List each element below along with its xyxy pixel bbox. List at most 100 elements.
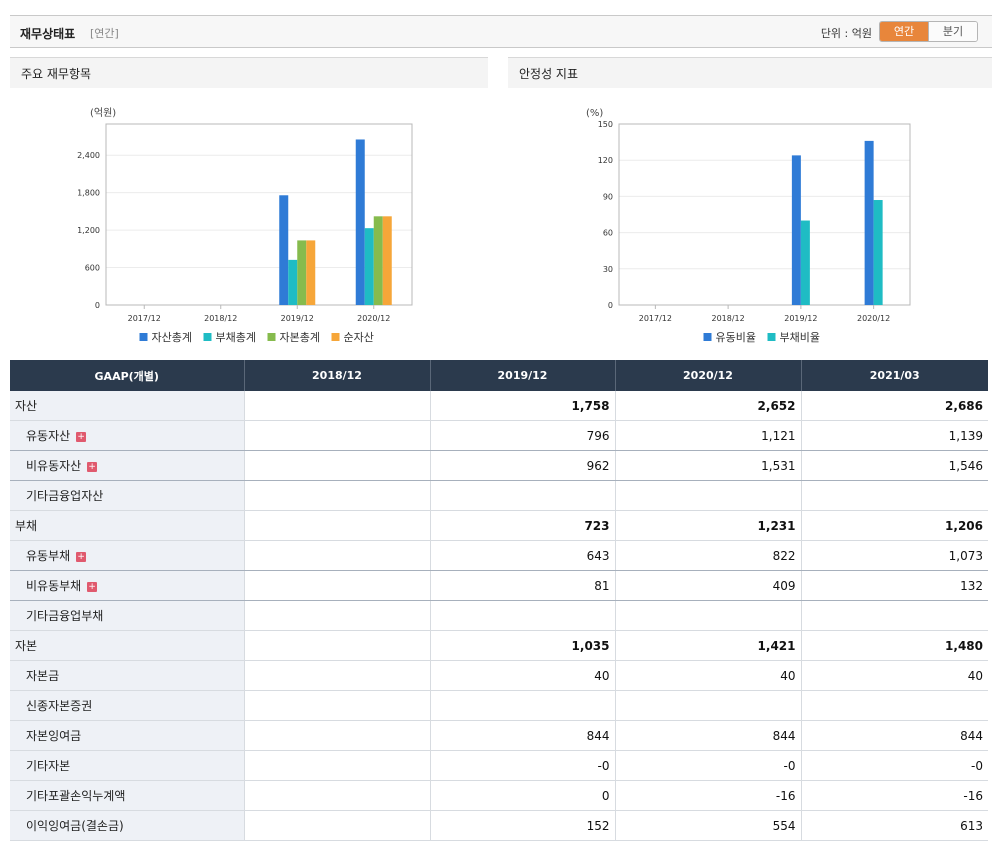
value-cell: 1,206 — [800, 510, 988, 541]
value-cell — [243, 660, 430, 691]
value-cell — [429, 690, 615, 721]
row-label-text: 자본잉여금 — [26, 729, 82, 743]
value-cell — [243, 570, 430, 601]
value-cell: 1,531 — [614, 450, 801, 481]
bar-1-2019-12 — [791, 155, 801, 305]
value-cell: 40 — [429, 660, 615, 691]
value-cell — [800, 600, 988, 631]
y-tick-label: 1,200 — [77, 226, 100, 235]
value-cell: -16 — [800, 780, 988, 811]
plus-square-icon[interactable]: + — [76, 552, 87, 562]
value-cell — [243, 630, 430, 661]
plus-square-icon[interactable]: + — [87, 462, 98, 472]
table-row: 부채 723 1,231 1,206 — [10, 510, 988, 541]
row-label: 신종자본증권 — [10, 690, 244, 721]
table-row: 자본잉여금 844 844 844 — [10, 720, 988, 751]
y-tick-label: 0 — [608, 301, 613, 310]
row-label[interactable]: 비유동자산 + — [10, 450, 244, 481]
value-cell: -0 — [429, 750, 615, 781]
table-header-row: GAAP(개별) 2018/12 2019/12 2020/12 2021/03 — [10, 360, 988, 391]
annual-toggle-button[interactable]: 연간 — [880, 22, 928, 41]
value-cell: 796 — [429, 420, 615, 451]
quarterly-toggle-button[interactable]: 분기 — [928, 22, 977, 41]
key-items-title: 주요 재무항목 — [10, 57, 488, 88]
bar-1-2019-12 — [279, 195, 289, 305]
row-label-text: 기타자본 — [26, 759, 71, 773]
bar-3-2019-12 — [297, 240, 307, 305]
stability-panel: 안정성 지표 0 30 60 90 120 150 (%) 2017/12 2018/12 201… — [508, 57, 992, 357]
value-cell: 1,546 — [800, 450, 988, 481]
row-label: 자본잉여금 — [10, 720, 244, 751]
row-label-text: 기타금융업부채 — [26, 609, 104, 623]
row-label-text: 비유동부채 — [26, 579, 82, 593]
row-label[interactable]: 유동부채 + — [10, 540, 244, 571]
plus-square-icon[interactable]: + — [76, 432, 87, 442]
legend-swatch — [139, 333, 148, 341]
x-tick-label: 2018/12 — [204, 314, 237, 323]
column-header: 2020/12 — [614, 360, 801, 391]
legend-swatch — [703, 333, 712, 341]
value-cell — [243, 720, 430, 751]
plot-frame — [105, 123, 413, 306]
y-tick-label: 60 — [603, 229, 613, 238]
value-cell: 1,480 — [800, 630, 988, 661]
row-label-text: 기타금융업자산 — [26, 489, 104, 503]
row-label[interactable]: 비유동부채 + — [10, 570, 244, 601]
y-tick-label: 2,400 — [77, 151, 100, 160]
value-cell: 643 — [429, 540, 615, 571]
page-title: 재무상태표 — [20, 27, 76, 41]
column-header: 2019/12 — [429, 360, 615, 391]
legend-swatch — [267, 333, 276, 341]
x-tick-label: 2017/12 — [639, 314, 672, 323]
value-cell: -0 — [614, 750, 801, 781]
legend-label: 자본총계 — [280, 331, 320, 344]
value-cell: 723 — [429, 510, 615, 541]
y-tick-label: 30 — [603, 265, 613, 274]
value-cell: 40 — [800, 660, 988, 691]
row-label: 자본 — [10, 630, 244, 661]
value-cell — [614, 600, 801, 631]
row-label-text: 이익잉여금(결손금) — [26, 819, 124, 833]
bar-4-2020-12 — [382, 216, 392, 305]
table-row: 기타자본 -0 -0 -0 — [10, 750, 988, 781]
bar-2-2019-12 — [288, 259, 298, 305]
row-label: 기타금융업자산 — [10, 480, 244, 511]
value-cell — [243, 600, 430, 631]
period-toggle: 연간 분기 — [879, 21, 978, 42]
table-row: 유동자산 +796 1,121 1,139 — [10, 420, 988, 451]
row-label: 자산 — [10, 391, 244, 421]
row-label: 이익잉여금(결손금) — [10, 810, 244, 841]
value-cell — [243, 540, 430, 571]
value-cell: -16 — [614, 780, 801, 811]
unit-label: 단위 : 억원 — [820, 27, 872, 40]
key-items-panel: 주요 재무항목 0 600 1,200 1,800 2,400 (억원) 2017/12 20… — [10, 57, 488, 357]
table-row: 기타포괄손익누계액 0 -16 -16 — [10, 780, 988, 811]
y-tick-label: 0 — [95, 301, 100, 310]
row-label[interactable]: 유동자산 + — [10, 420, 244, 451]
value-cell: 40 — [614, 660, 801, 691]
row-label: 기타자본 — [10, 750, 244, 781]
plus-square-icon[interactable]: + — [87, 582, 98, 592]
value-cell: 1,035 — [429, 630, 615, 661]
row-label-text: 유동부채 — [26, 549, 71, 563]
row-label-text: 자산 — [15, 399, 38, 413]
bar-2-2020-12 — [873, 200, 883, 305]
y-axis-label: (%) — [586, 108, 603, 119]
bar-1-2020-12 — [355, 139, 365, 305]
legend-label: 유동비율 — [716, 331, 756, 344]
x-tick-label: 2017/12 — [128, 314, 161, 323]
row-label-text: 자본금 — [26, 669, 60, 683]
balance-sheet-table: GAAP(개별) 2018/12 2019/12 2020/12 2021/03… — [10, 360, 988, 841]
value-cell — [614, 480, 801, 511]
x-tick-label: 2019/12 — [784, 314, 817, 323]
bar-2-2020-12 — [364, 228, 374, 305]
stability-title: 안정성 지표 — [508, 57, 992, 88]
value-cell: -0 — [800, 750, 988, 781]
chart-legend: 유동비율 부채비율 — [703, 331, 820, 344]
value-cell — [243, 750, 430, 781]
value-cell: 0 — [429, 780, 615, 811]
value-cell: 822 — [614, 540, 801, 571]
value-cell: 2,652 — [614, 391, 801, 421]
value-cell: 1,121 — [614, 420, 801, 451]
x-tick-label: 2018/12 — [712, 314, 745, 323]
